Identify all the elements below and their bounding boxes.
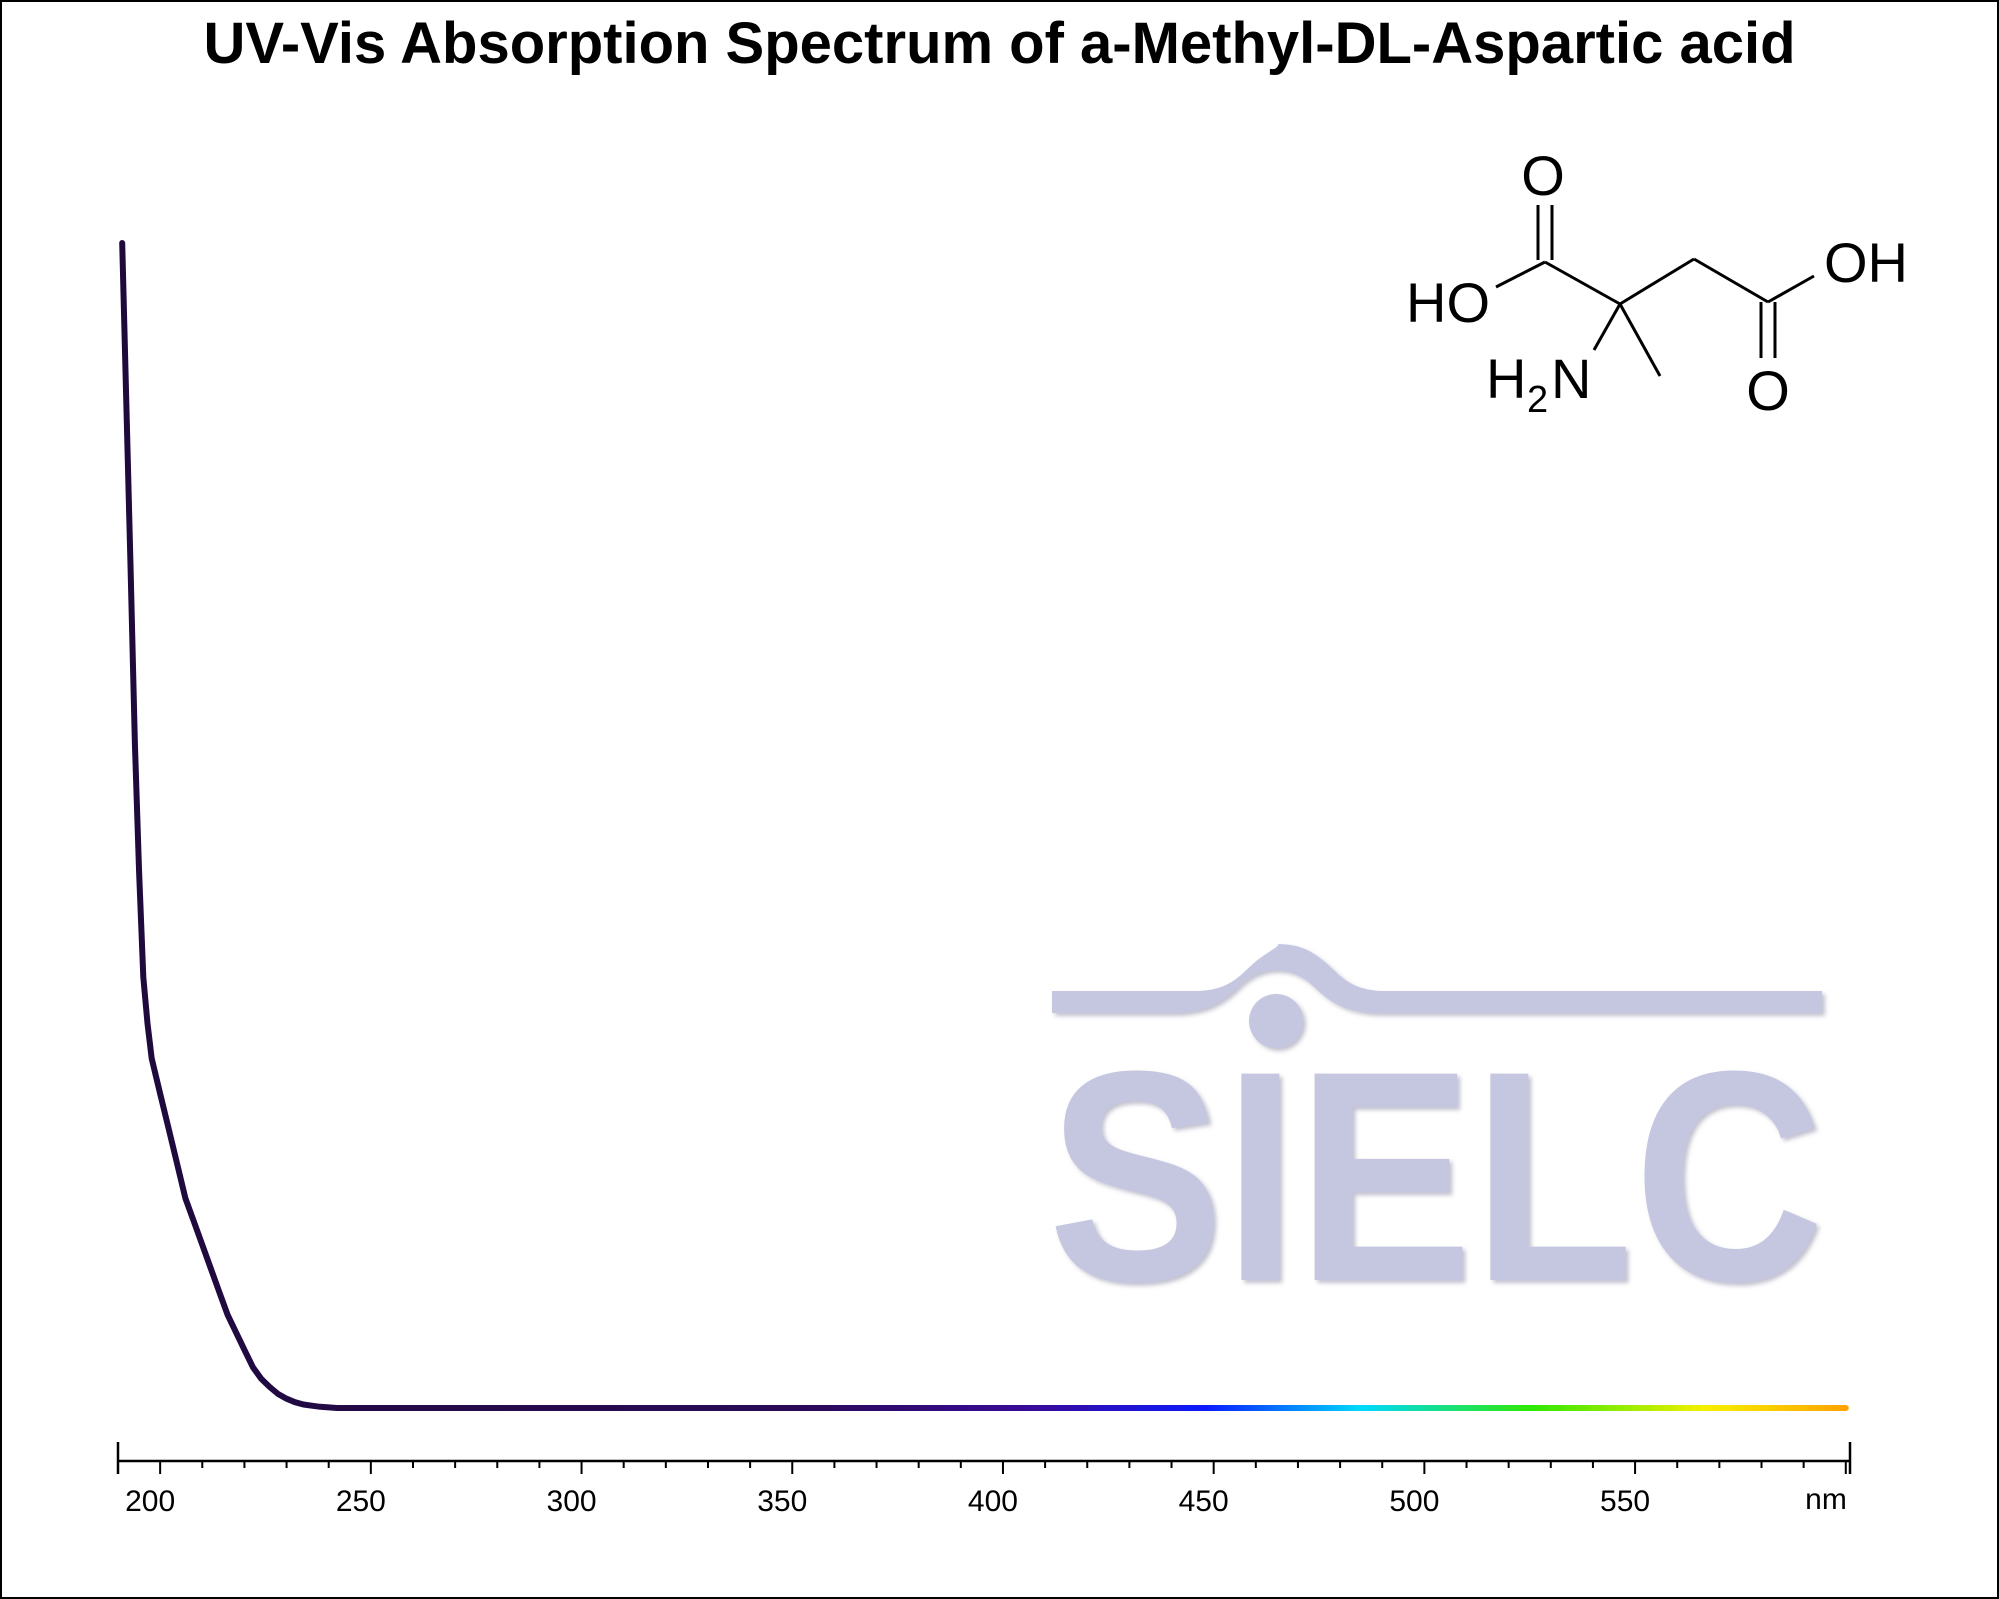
x-tick-label: 450	[1179, 1485, 1229, 1518]
x-tick-label: 500	[1389, 1485, 1439, 1518]
molecule-hydroxyl-right: OH	[1824, 231, 1908, 294]
chart-title: UV-Vis Absorption Spectrum of a-Methyl-D…	[203, 11, 1796, 76]
molecule-amine-subscript: 2	[1527, 379, 1548, 421]
x-tick-label: 200	[125, 1485, 175, 1518]
svg-text:SIELC: SIELC	[1048, 1008, 1824, 1344]
molecule-structure	[1495, 205, 1815, 377]
x-tick-label: 250	[336, 1485, 386, 1518]
x-tick-label: 550	[1600, 1485, 1650, 1518]
x-axis-unit-label: nm	[1805, 1483, 1847, 1516]
molecule-hydroxyl-left: HO	[1406, 271, 1490, 334]
molecule-oxygen-top: O	[1521, 144, 1565, 207]
x-axis-ticks	[116, 1442, 1852, 1474]
x-tick-label: 350	[757, 1485, 807, 1518]
spectrum-series-line	[119, 240, 1849, 1411]
molecule-amine-n: N	[1551, 347, 1591, 410]
molecule-amine-h: H	[1486, 347, 1526, 410]
molecule-labels: O HO OH O H 2 N	[1406, 144, 1908, 422]
x-axis: 200 250 300 350 400 450 500 550 nm	[116, 1442, 1852, 1518]
molecule-oxygen-bottom: O	[1746, 359, 1790, 422]
x-tick-label: 300	[547, 1485, 597, 1518]
sielc-watermark-logo: SIELC	[1048, 944, 1824, 1344]
x-tick-label: 400	[968, 1485, 1018, 1518]
x-axis-tick-labels: 200 250 300 350 400 450 500 550	[125, 1485, 1650, 1518]
